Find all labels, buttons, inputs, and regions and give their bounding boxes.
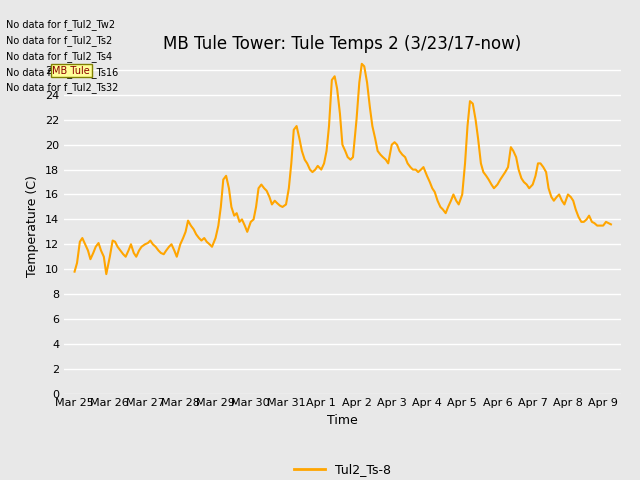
Text: No data for f_Tul2_Ts16: No data for f_Tul2_Ts16 xyxy=(6,67,118,78)
Text: No data for f_Tul2_Ts2: No data for f_Tul2_Ts2 xyxy=(6,35,113,46)
Text: No data for f_Tul2_Tw2: No data for f_Tul2_Tw2 xyxy=(6,19,116,30)
Legend: Tul2_Ts-8: Tul2_Ts-8 xyxy=(289,458,396,480)
Text: No data for f_Tul2_Ts4: No data for f_Tul2_Ts4 xyxy=(6,51,113,62)
Text: No data for f_Tul2_Ts32: No data for f_Tul2_Ts32 xyxy=(6,83,119,94)
X-axis label: Time: Time xyxy=(327,414,358,427)
Title: MB Tule Tower: Tule Temps 2 (3/23/17-now): MB Tule Tower: Tule Temps 2 (3/23/17-now… xyxy=(163,35,522,53)
Text: MB Tule: MB Tule xyxy=(52,66,90,76)
Y-axis label: Temperature (C): Temperature (C) xyxy=(26,175,39,276)
